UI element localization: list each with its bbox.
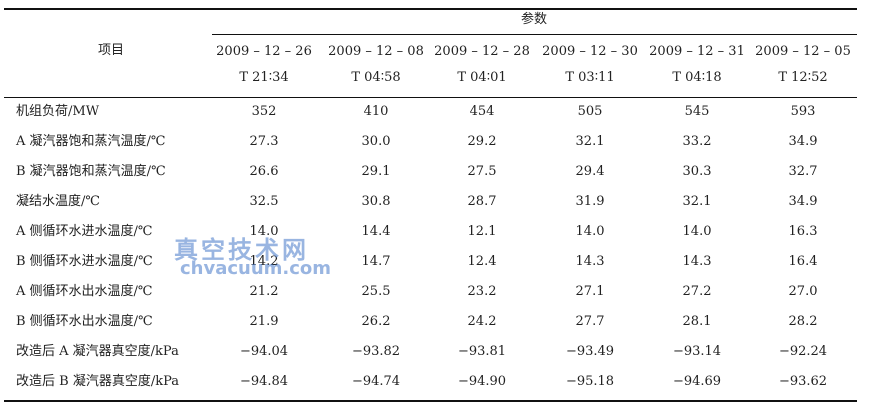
table-cell: 14.3 — [682, 254, 712, 269]
table-cell: −92.24 — [778, 344, 828, 359]
row-label: A 侧循环水出水温度/℃ — [16, 284, 153, 299]
column-time: T 04∶01 — [457, 70, 507, 85]
table-cell: 21.9 — [249, 314, 279, 329]
table-cell: 14.7 — [361, 254, 391, 269]
table-cell: 29.2 — [467, 134, 497, 149]
group-header: 参数 — [520, 12, 548, 27]
row-label: B 侧循环水出水温度/℃ — [16, 314, 153, 329]
row-label: 机组负荷/MW — [16, 104, 100, 119]
column-date: 2009 – 12 – 31 — [649, 44, 745, 59]
row-label: A 侧循环水进水温度/℃ — [16, 224, 153, 239]
table-cell: −93.14 — [672, 344, 722, 359]
row-label: 改造后 A 凝汽器真空度/kPa — [16, 344, 179, 359]
table-cell: 27.0 — [788, 284, 818, 299]
watermark-url: chvacuum.com — [180, 258, 332, 279]
table-cell: 27.2 — [682, 284, 712, 299]
table-cell: 25.5 — [361, 284, 391, 299]
table-cell: −93.62 — [778, 374, 828, 389]
table-cell: 27.3 — [249, 134, 279, 149]
table-cell: 26.2 — [361, 314, 391, 329]
table-cell: 30.0 — [361, 134, 391, 149]
table-cell: 12.1 — [467, 224, 497, 239]
table-cell: 27.1 — [575, 284, 605, 299]
table-cell: 34.9 — [788, 194, 818, 209]
column-time: T 03∶11 — [565, 70, 615, 85]
row-label: B 侧循环水进水温度/℃ — [16, 254, 153, 269]
column-date: 2009 – 12 – 08 — [328, 44, 424, 59]
header-bottom-rule — [4, 97, 857, 98]
table-cell: 31.9 — [575, 194, 605, 209]
table-cell: 593 — [790, 104, 816, 119]
bottom-rule — [4, 400, 857, 402]
table-cell: 30.3 — [682, 164, 712, 179]
table-cell: −94.69 — [672, 374, 722, 389]
item-header: 项目 — [97, 43, 125, 58]
table-cell: −94.90 — [457, 374, 507, 389]
column-date: 2009 – 12 – 26 — [216, 44, 312, 59]
table-cell: 352 — [251, 104, 277, 119]
table-cell: 29.4 — [575, 164, 605, 179]
table-cell: 410 — [363, 104, 389, 119]
table-cell: 34.9 — [788, 134, 818, 149]
table-cell: 28.2 — [788, 314, 818, 329]
top-rule — [4, 8, 857, 10]
table-cell: 14.0 — [249, 224, 279, 239]
table-cell: 16.4 — [788, 254, 818, 269]
table-cell: 27.5 — [467, 164, 497, 179]
table-cell: 14.0 — [575, 224, 605, 239]
table-cell: −93.49 — [565, 344, 615, 359]
table-cell: −93.81 — [457, 344, 507, 359]
table-cell: 32.1 — [575, 134, 605, 149]
table-cell: 16.3 — [788, 224, 818, 239]
group-header-rule — [212, 34, 857, 35]
watermark-text: 真空技术网 — [174, 236, 309, 264]
table-cell: −95.18 — [565, 374, 615, 389]
table-cell: −94.84 — [239, 374, 289, 389]
column-date: 2009 – 12 – 28 — [434, 44, 530, 59]
row-label: 改造后 B 凝汽器真空度/kPa — [16, 374, 179, 389]
table-cell: 14.4 — [361, 224, 391, 239]
table-cell: 14.2 — [249, 254, 279, 269]
table-cell: 32.5 — [249, 194, 279, 209]
table-cell: 505 — [577, 104, 603, 119]
table-cell: 26.6 — [249, 164, 279, 179]
table-cell: 21.2 — [249, 284, 279, 299]
row-label: 凝结水温度/℃ — [16, 194, 100, 209]
table-cell: 14.3 — [575, 254, 605, 269]
table-cell: 24.2 — [467, 314, 497, 329]
table-cell: 27.7 — [575, 314, 605, 329]
table-cell: −93.82 — [351, 344, 401, 359]
column-date: 2009 – 12 – 30 — [542, 44, 638, 59]
table-cell: 545 — [684, 104, 710, 119]
table-cell: −94.74 — [351, 374, 401, 389]
table-cell: 32.7 — [788, 164, 818, 179]
table-cell: 12.4 — [467, 254, 497, 269]
table-cell: −94.04 — [239, 344, 289, 359]
column-time: T 21∶34 — [239, 70, 289, 85]
table-cell: 28.7 — [467, 194, 497, 209]
table-cell: 32.1 — [682, 194, 712, 209]
column-time: T 04∶18 — [672, 70, 722, 85]
column-date: 2009 – 12 – 05 — [755, 44, 851, 59]
table-cell: 30.8 — [361, 194, 391, 209]
row-label: B 凝汽器饱和蒸汽温度/℃ — [16, 164, 166, 179]
table-cell: 28.1 — [682, 314, 712, 329]
column-time: T 12∶52 — [778, 70, 828, 85]
row-label: A 凝汽器饱和蒸汽温度/℃ — [16, 134, 166, 149]
table-cell: 14.0 — [682, 224, 712, 239]
table-cell: 29.1 — [361, 164, 391, 179]
table-cell: 33.2 — [682, 134, 712, 149]
table-cell: 23.2 — [467, 284, 497, 299]
column-time: T 04∶58 — [351, 70, 401, 85]
table-cell: 454 — [469, 104, 495, 119]
